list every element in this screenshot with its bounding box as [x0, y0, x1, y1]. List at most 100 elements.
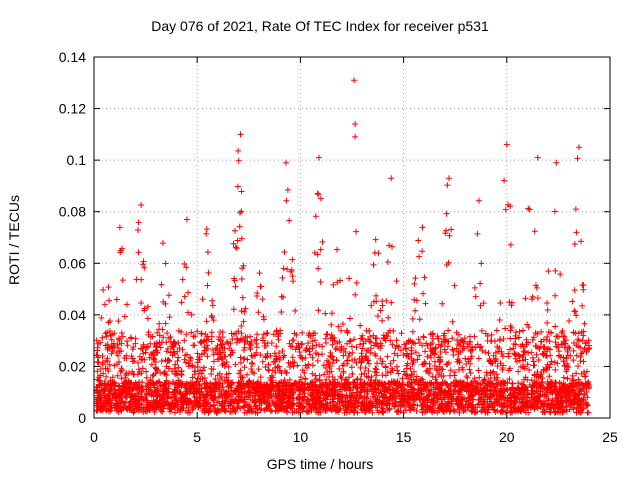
data-point — [313, 375, 320, 382]
data-point — [385, 379, 392, 386]
data-point — [459, 403, 466, 410]
data-point — [200, 391, 207, 398]
data-point — [135, 383, 142, 390]
data-point — [459, 347, 466, 354]
data-point — [456, 366, 463, 373]
data-point — [563, 355, 570, 362]
data-point — [119, 245, 126, 252]
data-point — [312, 213, 319, 220]
data-point — [478, 407, 485, 414]
data-point — [227, 340, 234, 347]
data-point — [435, 341, 442, 348]
data-point — [230, 405, 237, 412]
data-point — [368, 302, 375, 309]
data-point — [566, 396, 573, 403]
data-point — [528, 400, 535, 407]
data-point — [231, 227, 238, 234]
data-point — [585, 344, 592, 351]
data-point — [442, 349, 449, 356]
data-point — [375, 250, 382, 257]
data-point — [249, 368, 256, 375]
data-point — [438, 396, 445, 403]
data-point — [450, 352, 457, 359]
data-point — [140, 258, 147, 265]
data-point — [544, 404, 551, 411]
data-point — [389, 341, 396, 348]
data-point — [156, 379, 163, 386]
data-point — [175, 339, 182, 346]
data-point — [367, 339, 374, 346]
data-point — [150, 380, 157, 387]
data-point — [185, 289, 192, 296]
data-point — [159, 326, 166, 333]
data-point — [567, 352, 574, 359]
data-point — [505, 367, 512, 374]
data-point — [179, 399, 186, 406]
data-point — [379, 398, 386, 405]
data-point — [236, 380, 243, 387]
data-point — [285, 395, 292, 402]
data-point — [334, 340, 341, 347]
data-point — [198, 330, 205, 337]
data-point — [120, 388, 127, 395]
data-point — [342, 349, 349, 356]
data-point — [139, 365, 146, 372]
data-point — [292, 307, 299, 314]
data-point — [119, 388, 126, 395]
data-point — [334, 246, 341, 253]
data-point — [497, 300, 504, 307]
data-point — [569, 298, 576, 305]
data-point — [184, 390, 191, 397]
data-point — [503, 141, 510, 148]
data-point — [317, 246, 324, 253]
data-point — [101, 301, 108, 308]
data-point — [237, 367, 244, 374]
data-point — [118, 366, 125, 373]
data-point — [547, 389, 554, 396]
data-point — [203, 226, 210, 233]
data-point — [525, 409, 532, 416]
y-tick-label: 0.06 — [59, 255, 86, 271]
data-point — [531, 228, 538, 235]
data-point — [105, 368, 112, 375]
data-point — [319, 343, 326, 350]
data-point — [365, 368, 372, 375]
data-point — [477, 280, 484, 287]
data-point — [175, 364, 182, 371]
data-point — [109, 348, 116, 355]
data-point — [554, 360, 561, 367]
data-point — [508, 302, 515, 309]
data-point — [229, 336, 236, 343]
data-point — [329, 341, 336, 348]
y-tick-label: 0 — [78, 410, 86, 426]
data-point — [409, 315, 416, 322]
data-point — [309, 387, 316, 394]
grid-lines — [94, 57, 610, 418]
data-point — [105, 284, 112, 291]
data-point — [502, 206, 509, 213]
data-point — [183, 216, 190, 223]
data-point — [317, 392, 324, 399]
data-point — [111, 362, 118, 369]
data-point — [237, 359, 244, 366]
data-point — [112, 393, 119, 400]
data-point — [317, 278, 324, 285]
data-point — [124, 342, 131, 349]
data-point — [245, 394, 252, 401]
data-point — [289, 337, 296, 344]
data-point — [274, 408, 281, 415]
data-point — [585, 379, 592, 386]
data-point — [107, 397, 114, 404]
data-point — [192, 333, 199, 340]
data-point — [516, 357, 523, 364]
data-point — [340, 352, 347, 359]
data-point — [328, 321, 335, 328]
data-point — [328, 368, 335, 375]
data-point — [231, 388, 238, 395]
data-point — [420, 333, 427, 340]
data-point — [225, 383, 232, 390]
data-point — [346, 384, 353, 391]
axis-ticks: 0 5 10 15 20 25 0 0.02 0.04 0.06 0.08 0.1 0.12 0.14 — [59, 49, 618, 445]
data-point — [176, 345, 183, 352]
data-point — [488, 331, 495, 338]
